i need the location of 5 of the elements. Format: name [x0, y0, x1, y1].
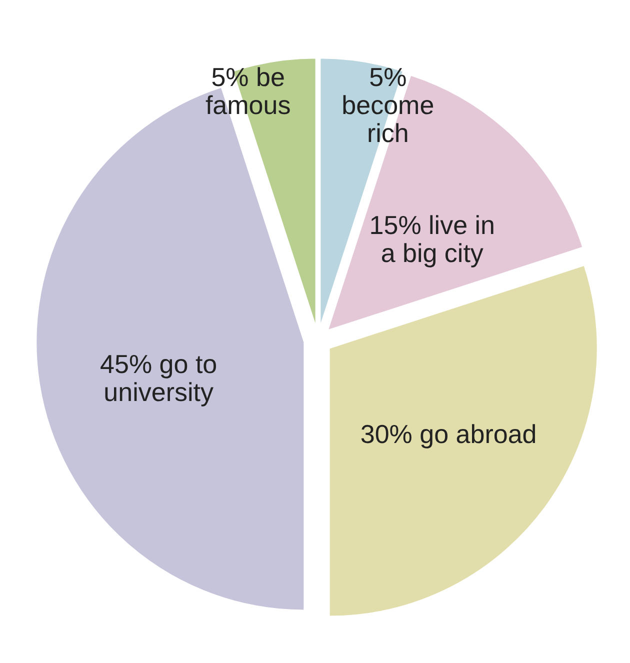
- data-label: 5%: [369, 62, 407, 92]
- slice-label: 30% go abroad: [360, 418, 537, 449]
- slice-label: 45% go to university: [100, 349, 218, 408]
- slice-label: 15% live in a big city: [369, 210, 495, 268]
- slice-label: become rich: [342, 90, 434, 148]
